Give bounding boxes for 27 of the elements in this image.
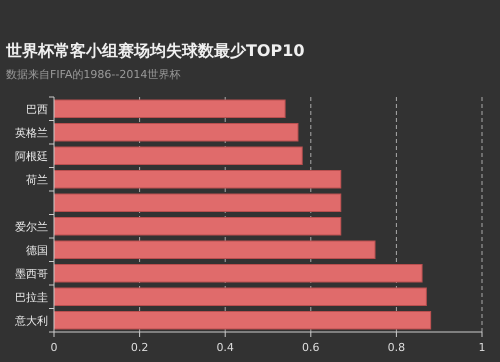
bar	[54, 100, 286, 118]
chart-subtitle: 数据来自FIFA的1986--2014世界杯	[6, 68, 180, 81]
y-tick-label: 阿根廷	[15, 150, 48, 163]
x-tick-label: 0.8	[388, 341, 406, 354]
x-tick-label: 0	[50, 341, 58, 354]
y-tick-label: 爱尔兰	[15, 220, 48, 234]
x-tick-label: 0.4	[216, 341, 234, 354]
bar	[54, 170, 342, 188]
bar	[54, 311, 432, 330]
chart-title: 世界杯常客小组赛场均失球数最少TOP10	[5, 41, 305, 60]
bar	[54, 123, 298, 142]
bar	[54, 240, 376, 259]
y-tick-label: 德国	[26, 244, 48, 257]
bar	[54, 146, 303, 165]
bar	[54, 264, 423, 282]
y-tick-label: 英格兰	[15, 126, 48, 140]
bar	[54, 194, 342, 212]
x-tick-label: 0.2	[130, 341, 148, 354]
y-tick-label: 意大利	[14, 314, 48, 328]
y-tick-label: 荷兰	[26, 173, 48, 186]
y-tick-label: 墨西哥	[15, 267, 48, 280]
bar	[54, 217, 342, 236]
y-tick-label: 巴西	[26, 102, 48, 116]
x-tick-label: 0.6	[302, 341, 320, 354]
x-tick-label: 1	[478, 341, 486, 354]
bar	[54, 288, 427, 306]
y-tick-label: 巴拉圭	[15, 290, 48, 304]
